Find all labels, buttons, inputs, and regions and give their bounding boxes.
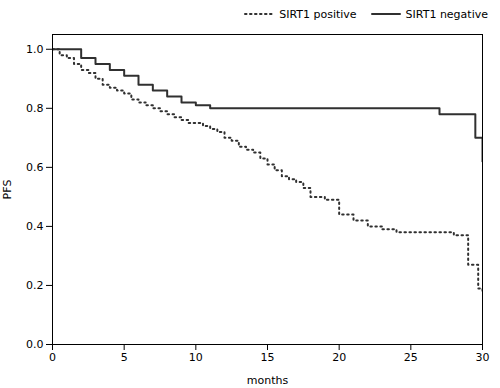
svg-text:15: 15: [261, 351, 275, 364]
svg-text:0.2: 0.2: [26, 279, 44, 292]
svg-text:PFS: PFS: [1, 180, 14, 200]
svg-text:30: 30: [476, 351, 490, 364]
svg-text:0: 0: [49, 351, 56, 364]
svg-text:months: months: [247, 374, 289, 387]
svg-text:25: 25: [404, 351, 418, 364]
svg-text:20: 20: [332, 351, 346, 364]
svg-text:1.0: 1.0: [26, 43, 44, 56]
svg-text:5: 5: [121, 351, 128, 364]
svg-text:0.8: 0.8: [26, 102, 44, 115]
svg-text:0.0: 0.0: [26, 338, 44, 351]
svg-text:0.4: 0.4: [26, 220, 44, 233]
svg-text:0.6: 0.6: [26, 161, 44, 174]
svg-text:10: 10: [189, 351, 203, 364]
html-text:SIRT1 positive: SIRT1 positive: [279, 7, 357, 21]
html-text:SIRT1 negative: SIRT1 negative: [405, 7, 488, 21]
